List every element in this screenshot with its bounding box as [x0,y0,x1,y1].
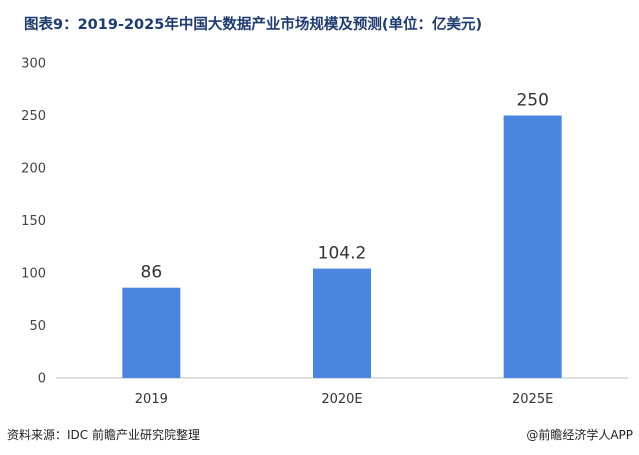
y-tick-label: 0 [38,372,46,387]
bars: 86 104.2 250 [122,91,562,378]
y-axis: 0 50 100 150 200 250 300 [21,57,46,387]
data-label: 104.2 [318,244,367,264]
chart-title: 图表9：2019-2025年中国大数据产业市场规模及预测(单位：亿美元) [24,17,483,33]
y-tick-label: 300 [21,57,46,72]
y-tick-label: 250 [21,109,46,124]
x-axis: 2019 2020E 2025E [135,392,554,407]
y-tick-label: 200 [21,162,46,177]
source-note: 资料来源：IDC 前瞻产业研究院整理 [7,428,200,442]
credit-note: @前瞻经济学人APP [526,428,633,442]
x-tick-label: 2025E [512,392,553,407]
y-tick-label: 150 [21,214,46,229]
y-tick-label: 100 [21,267,46,282]
bar [503,115,562,378]
x-tick-label: 2020E [321,392,362,407]
y-tick-label: 50 [29,319,46,334]
data-label: 86 [141,263,163,283]
x-tick-label: 2019 [135,392,168,407]
bar [122,287,181,378]
bar [313,268,371,378]
data-label: 250 [516,91,548,111]
